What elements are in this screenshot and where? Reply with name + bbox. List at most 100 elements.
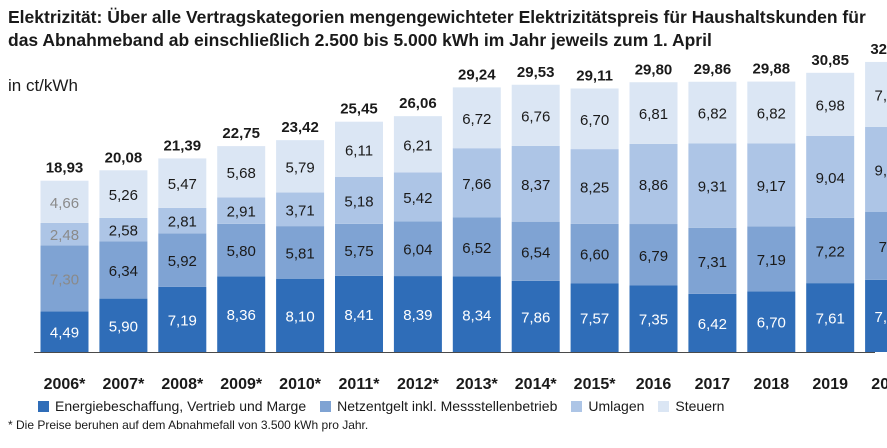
segment-value-label: 6,82 xyxy=(698,106,727,123)
bar-segment-steuern xyxy=(688,81,737,144)
bar-segment-energie xyxy=(629,285,678,352)
bar-segment-netz xyxy=(335,223,383,276)
segment-value-label: 4,66 xyxy=(50,195,79,212)
segment-value-label: 2,58 xyxy=(109,223,138,240)
bar-segment-umlagen xyxy=(688,143,737,228)
segment-value-label: 7,61 xyxy=(816,311,845,328)
total-value-label: 29,80 xyxy=(635,61,673,78)
bar-segment-umlagen xyxy=(217,197,266,224)
total-value-label: 30,85 xyxy=(811,52,849,69)
bar-segment-steuern xyxy=(393,116,442,173)
total-value-label: 29,88 xyxy=(753,61,791,78)
bar-segment-umlagen xyxy=(158,207,207,234)
segment-value-label: 6,11 xyxy=(345,142,373,159)
bar-segment-energie xyxy=(393,276,442,352)
segment-value-label: 7,5 xyxy=(879,239,887,256)
bar-segment-steuern xyxy=(865,61,887,127)
total-value-label: 22,75 xyxy=(222,125,260,142)
segment-value-label: 2,48 xyxy=(50,227,79,244)
bar-segment-netz xyxy=(511,221,560,281)
segment-value-label: 5,26 xyxy=(109,187,138,204)
bar-segment-energie xyxy=(276,278,325,352)
chart-title: Elektrizität: Über alle Vertragskategori… xyxy=(8,7,866,50)
segment-value-label: 5,90 xyxy=(109,318,138,335)
bar-segment-umlagen xyxy=(511,145,560,222)
category-label: 2006* xyxy=(44,376,87,393)
segment-value-label: 5,81 xyxy=(285,245,314,262)
bar-segment-netz xyxy=(40,245,89,312)
segment-value-label: 9,31 xyxy=(698,179,727,196)
category-label: 2011* xyxy=(339,376,381,393)
segment-value-label: 7,22 xyxy=(816,243,845,260)
segment-value-label: 6,52 xyxy=(462,240,491,257)
legend-item-steuern: Steuern xyxy=(658,398,724,414)
bar-segment-umlagen xyxy=(452,148,501,218)
bar-segment-steuern xyxy=(629,82,678,144)
segment-value-label: 6,42 xyxy=(698,316,727,333)
segment-value-label: 8,10 xyxy=(285,308,314,325)
bar-segment-energie xyxy=(99,298,148,352)
total-value-label: 26,06 xyxy=(399,95,437,112)
segment-value-label: 6,04 xyxy=(403,242,432,259)
bar-segment-netz xyxy=(393,221,442,277)
segment-value-label: 7,35 xyxy=(639,312,668,329)
segment-value-label: 6,98 xyxy=(816,97,845,114)
bar-segment-umlagen xyxy=(276,192,325,227)
segment-value-label: 5,18 xyxy=(344,193,373,210)
bar-segment-umlagen xyxy=(99,217,148,242)
bar-segment-steuern xyxy=(276,140,325,193)
bar-segment-energie xyxy=(511,280,560,352)
legend-swatch-energie xyxy=(38,400,49,412)
segment-value-label: 6,72 xyxy=(462,111,491,128)
bar-segment-steuern xyxy=(747,81,796,144)
bar-segment-umlagen xyxy=(335,176,383,224)
bar-segment-energie xyxy=(747,291,796,352)
segment-value-label: 7,86 xyxy=(521,309,550,326)
category-label: 2017 xyxy=(695,376,731,393)
total-value-label: 21,39 xyxy=(164,137,202,154)
segment-value-label: 7,57 xyxy=(580,311,609,328)
bar-segment-netz xyxy=(217,223,266,277)
segment-value-label: 9,04 xyxy=(816,170,845,187)
bar-segment-netz xyxy=(158,233,207,287)
bar-segment-energie xyxy=(158,286,207,352)
legend-item-umlagen: Umlagen xyxy=(571,398,644,414)
segment-value-label: 6,34 xyxy=(109,263,138,280)
legend-swatch-netz xyxy=(320,400,332,412)
total-value-label: 23,42 xyxy=(281,119,319,136)
segment-value-label: 8,34 xyxy=(462,307,491,324)
segment-value-label: 7,19 xyxy=(168,312,197,329)
footnote: * Die Preise beruhen auf dem Abnahmefall… xyxy=(8,418,369,432)
category-label: 2012* xyxy=(397,376,440,393)
segment-value-label: 6,81 xyxy=(639,106,668,123)
segment-value-label: 6,70 xyxy=(757,315,786,332)
segment-value-label: 7,66 xyxy=(462,176,491,193)
bar-segment-energie xyxy=(452,276,501,352)
total-value-label: 29,11 xyxy=(576,68,613,85)
segment-value-label: 8,37 xyxy=(521,177,550,194)
legend-item-energie: Energiebeschaffung, Vertrieb und Marge xyxy=(38,398,306,414)
bar-segment-netz xyxy=(570,223,619,284)
bar-segment-umlagen xyxy=(629,143,678,225)
segment-value-label: 7,30 xyxy=(50,271,79,288)
bar-segment-energie xyxy=(688,293,737,352)
segment-value-label: 5,80 xyxy=(227,243,256,260)
segment-value-label: 5,68 xyxy=(227,165,256,182)
segment-value-label: 6,21 xyxy=(403,137,432,154)
segment-value-label: 8,86 xyxy=(639,177,668,194)
segment-value-label: 9,41 xyxy=(874,162,887,179)
legend-swatch-umlagen xyxy=(571,400,583,412)
bar-segment-steuern xyxy=(217,146,266,198)
bar-segment-energie xyxy=(570,283,619,352)
bar-segment-steuern xyxy=(806,72,855,136)
bar-segment-netz xyxy=(865,211,887,280)
category-label: 2020 xyxy=(871,376,887,393)
total-value-label: 32,05 xyxy=(870,41,887,58)
segment-value-label: 8,36 xyxy=(227,307,256,324)
bar-segment-netz xyxy=(99,241,148,299)
total-value-label: 29,86 xyxy=(694,61,732,78)
category-label: 2013* xyxy=(456,376,499,393)
segment-value-label: 5,47 xyxy=(168,176,197,193)
stacked-bar-chart: 4,49 7,30 2,48 4,66 18,93 2006* 5,90 6,34 2,58 5,… xyxy=(34,41,887,393)
category-label: 2019 xyxy=(812,376,848,393)
